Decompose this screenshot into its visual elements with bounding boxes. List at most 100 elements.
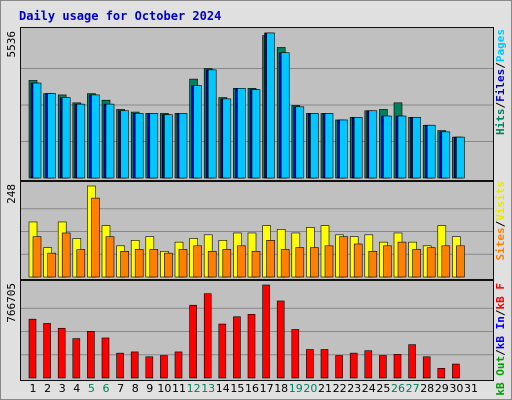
- x-tick-label-day-11: 11: [172, 382, 186, 395]
- chart-title: Daily usage for October 2024: [19, 9, 222, 23]
- kb-bar-kb-f-day-13: [203, 293, 212, 379]
- pages-bar-pages-day-21: [324, 113, 334, 179]
- x-tick-label-day-26: 26: [391, 382, 405, 395]
- x-tick-label-day-1: 1: [29, 382, 37, 395]
- pages-files-hits-panel: [20, 27, 494, 181]
- kb-bar-kb-f-day-18: [276, 300, 285, 379]
- x-tick-label-day-20: 20: [303, 382, 318, 395]
- visits-bar-sites-day-28: [426, 247, 436, 278]
- kb-panel: [20, 280, 494, 381]
- visits-bar-sites-day-9: [149, 249, 159, 278]
- visits-sites-plot: [21, 185, 493, 278]
- visits-bar-sites-day-7: [120, 251, 129, 278]
- kb-bar-kb-f-day-4: [72, 338, 81, 379]
- pages-bar-pages-day-24: [368, 110, 378, 179]
- x-tick-label-day-8: 8: [131, 382, 139, 395]
- pages-legend-label: /: [494, 62, 507, 69]
- x-tick-label-day-6: 6: [102, 382, 110, 395]
- pages-bar-pages-day-7: [120, 110, 129, 179]
- visits-legend-label: Sites: [494, 227, 507, 261]
- x-tick-label-day-30: 30: [449, 382, 464, 395]
- pages-bar-pages-day-28: [426, 124, 436, 179]
- visits-sites-legend: Sites/Visits: [494, 181, 507, 261]
- visits-bar-sites-day-23: [353, 243, 363, 278]
- visits-bar-sites-day-3: [61, 232, 71, 278]
- pages-bar-pages-day-29: [441, 131, 451, 179]
- x-tick-label-day-7: 7: [117, 382, 125, 395]
- visits-bar-sites-day-16: [251, 251, 261, 278]
- visits-bar-sites-day-25: [383, 245, 392, 278]
- x-tick-label-day-17: 17: [259, 382, 274, 395]
- kb-plot: [21, 284, 493, 379]
- kb-bar-kb-f-day-1: [28, 318, 37, 379]
- pages-bar-pages-day-10: [164, 114, 173, 179]
- pages-bar-pages-day-19: [295, 106, 305, 179]
- x-axis-day-labels: 1 2 3 4 5 6 7 8 9 10 11 12 13 14 15 16 17 18 19 20 21 22 23 24 2…: [20, 382, 494, 396]
- x-tick-label-day-4: 4: [73, 382, 81, 395]
- visits-bar-sites-day-19: [295, 247, 305, 278]
- x-tick-label-day-2: 2: [44, 382, 52, 395]
- pages-legend-label: Files: [494, 68, 507, 102]
- visits-sites-panel: [20, 181, 494, 280]
- kb-bar-kb-f-day-15: [233, 316, 241, 379]
- kb-legend: kB Out/kB In/kB F: [494, 283, 507, 396]
- pages-bar-pages-day-4: [76, 103, 86, 179]
- kb-bar-kb-f-day-21: [320, 349, 329, 379]
- kb-bar-kb-f-day-26: [393, 354, 402, 379]
- kb-legend-label: /: [494, 349, 507, 356]
- x-tick-label-day-16: 16: [245, 382, 259, 395]
- visits-bar-sites-day-27: [412, 249, 421, 278]
- visits-bar-sites-day-12: [193, 245, 202, 278]
- pages-bar-pages-day-3: [61, 97, 71, 179]
- visits-bar-sites-day-24: [368, 251, 378, 278]
- x-tick-label-day-24: 24: [361, 382, 376, 395]
- pages-bar-pages-day-9: [149, 113, 159, 179]
- pages-bar-pages-day-13: [207, 69, 217, 179]
- visits-ymax-label: 248: [5, 184, 18, 204]
- kb-bar-kb-f-day-8: [130, 351, 139, 379]
- pages-bar-pages-day-14: [222, 98, 232, 179]
- visits-bar-sites-day-17: [266, 240, 275, 278]
- pages-legend-label: Pages: [494, 29, 507, 63]
- pages-bar-pages-day-20: [310, 113, 319, 179]
- kb-bar-kb-f-day-24: [364, 350, 373, 379]
- visits-bar-sites-day-4: [76, 249, 86, 278]
- visits-bar-sites-day-13: [207, 251, 217, 278]
- kb-bar-kb-f-day-19: [291, 329, 300, 379]
- kb-bar-kb-f-day-3: [57, 327, 66, 379]
- pages-bar-pages-day-15: [237, 88, 246, 179]
- kb-bar-kb-f-day-23: [349, 352, 358, 379]
- kb-bar-kb-f-day-9: [145, 356, 154, 379]
- pages-bar-pages-day-6: [105, 103, 115, 179]
- pages-bar-pages-day-11: [178, 113, 188, 179]
- x-tick-label-day-14: 14: [215, 382, 230, 395]
- x-tick-label-day-27: 27: [405, 382, 420, 395]
- x-tick-label-day-31: 31: [464, 382, 478, 395]
- pages-bar-pages-day-27: [412, 117, 421, 179]
- x-tick-label-day-12: 12: [186, 382, 201, 395]
- kb-bar-kb-f-day-6: [101, 337, 110, 379]
- kb-bar-kb-f-day-7: [116, 352, 124, 379]
- pages-bar-pages-day-30: [456, 136, 465, 179]
- pages-bar-pages-day-23: [353, 117, 363, 179]
- pages-legend-label: Hits: [494, 108, 507, 136]
- x-tick-label-day-19: 19: [288, 382, 303, 395]
- pages-bar-pages-day-25: [383, 115, 392, 179]
- kb-bar-kb-f-day-5: [87, 331, 95, 379]
- kb-bar-kb-f-day-25: [379, 355, 387, 379]
- kb-legend-label: kB In: [494, 316, 507, 350]
- visits-bar-sites-day-15: [237, 245, 246, 278]
- pages-bar-pages-day-18: [280, 52, 290, 179]
- visits-bar-sites-day-8: [134, 249, 144, 278]
- visits-bar-sites-day-20: [310, 247, 319, 278]
- x-tick-label-day-29: 29: [434, 382, 449, 395]
- x-tick-label-day-28: 28: [420, 382, 435, 395]
- visits-bar-sites-day-18: [280, 249, 290, 278]
- kb-bar-kb-f-day-10: [160, 355, 168, 379]
- pages-files-hits-legend: Hits/Files/Pages: [494, 29, 507, 135]
- pages-bar-pages-day-2: [47, 93, 56, 179]
- kb-bar-kb-f-day-22: [335, 355, 343, 379]
- pages-bar-pages-day-8: [134, 113, 144, 179]
- x-tick-label-day-15: 15: [230, 382, 245, 395]
